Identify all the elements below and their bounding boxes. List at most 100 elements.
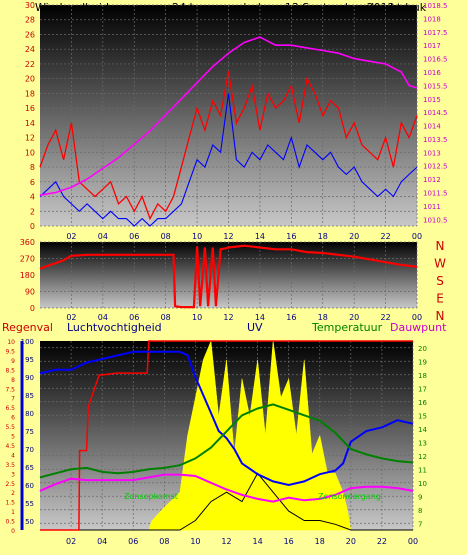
y-left-tick-label: 0	[30, 222, 35, 231]
rain-tick-label: 3	[11, 471, 15, 478]
humidity-tick-label: 55	[25, 500, 34, 508]
y-right-tick-label: 1014.5	[423, 109, 448, 117]
y-right-tick-label: 17	[418, 385, 427, 393]
y-right-tick-label: 1018.5	[423, 2, 448, 10]
y-right-tick-label: 10	[418, 480, 427, 488]
x-tick-label: 22	[380, 232, 390, 241]
y-left-tick-label: 24	[25, 45, 35, 54]
humidity-tick-label: 85	[25, 392, 34, 400]
y-right-tick-label: 1012	[423, 176, 441, 184]
x-tick-label: 08	[161, 232, 171, 241]
x-tick-label: 14	[252, 537, 262, 546]
y-right-tick-label: 1017	[423, 42, 441, 50]
y-left-tick-label: 8	[30, 163, 35, 172]
compass-letter: E	[436, 292, 444, 306]
y-tick-label: 270	[20, 255, 35, 264]
y-right-tick-label: 1016.5	[423, 56, 448, 64]
y-right-tick-label: 1015.5	[423, 82, 448, 90]
humidity-tick-label: 100	[21, 338, 34, 346]
x-tick-label: 18	[318, 313, 328, 322]
y-left-tick-label: 16	[25, 104, 35, 113]
uv-label: UV	[247, 321, 263, 334]
y-left-tick-label: 6	[30, 178, 35, 187]
y-left-tick-label: 10	[25, 148, 35, 157]
x-tick-label: 16	[284, 537, 294, 546]
y-left-tick-label: 2	[30, 207, 35, 216]
x-tick-label: 14	[255, 232, 265, 241]
x-tick-label: 08	[159, 537, 169, 546]
y-right-tick-label: 1018	[423, 15, 441, 23]
rain-tick-label: 9	[11, 358, 15, 365]
y-left-tick-label: 26	[25, 30, 35, 39]
rain-tick-label: 8	[11, 377, 15, 384]
humidity-tick-label: 80	[25, 410, 34, 418]
x-tick-label: 04	[97, 537, 107, 546]
y-right-tick-label: 11	[418, 466, 427, 474]
x-tick-label: 02	[66, 537, 76, 546]
rain-humidity-ticks: 02 04 06 08 10 12 14 16 18 20 22 007891011121314151…	[5, 338, 427, 546]
y-right-tick-label: 12	[418, 453, 427, 461]
humidity-tick-label: 60	[25, 482, 34, 490]
rain-tick-label: 0	[11, 528, 15, 535]
rain-tick-label: 7.5	[5, 386, 15, 393]
rain-tick-label: 0.5	[5, 519, 15, 526]
sunset-label: Zonsondergang	[318, 492, 381, 501]
wind-pressure-series	[39, 36, 418, 227]
x-tick-label: 04	[98, 232, 108, 241]
rain-tick-label: 2.5	[5, 481, 15, 488]
y-left-tick-label: 28	[25, 16, 35, 25]
x-tick-label: 00	[408, 537, 418, 546]
dewpoint-label: Dauwpunt	[390, 321, 447, 334]
compass-letter: W	[434, 257, 446, 271]
y-right-tick-label: 1017.5	[423, 29, 448, 37]
solar-line	[40, 472, 413, 531]
rain-tick-label: 5.5	[5, 424, 15, 431]
rain-humidity-series	[39, 340, 414, 531]
x-tick-label: 22	[380, 313, 390, 322]
x-tick-label: 20	[349, 232, 359, 241]
y-right-tick-label: 1010.5	[423, 216, 448, 224]
humidity-tick-label: 70	[25, 446, 34, 454]
x-tick-label: 10	[192, 232, 202, 241]
y-left-tick-label: 30	[25, 1, 35, 10]
humidity-tick-label: 90	[25, 374, 34, 382]
dewpoint-line	[39, 473, 414, 503]
x-tick-label: 10	[192, 313, 202, 322]
x-tick-label: 12	[221, 537, 231, 546]
x-tick-label: 04	[98, 313, 108, 322]
compass-letter: N	[436, 239, 445, 253]
humidity-tick-label: 75	[25, 428, 34, 436]
uv-area	[40, 340, 413, 531]
x-tick-label: 16	[286, 232, 296, 241]
rain-tick-label: 1	[11, 509, 15, 516]
rain-tick-label: 2	[11, 490, 15, 497]
y-right-tick-label: 8	[418, 507, 422, 515]
x-tick-label: 20	[346, 537, 356, 546]
rain-tick-label: 1.5	[5, 500, 15, 507]
y-left-tick-label: 14	[25, 119, 35, 128]
x-tick-label: 00	[412, 313, 422, 322]
rain-tick-label: 6.5	[5, 405, 15, 412]
rain-tick-label: 3.5	[5, 462, 15, 469]
y-left-tick-label: 4	[30, 193, 35, 202]
wind-average-line	[39, 93, 418, 227]
x-tick-label: 12	[223, 313, 233, 322]
wind-direction-grid	[40, 241, 418, 309]
compass-letter: S	[436, 274, 444, 288]
y-left-tick-label: 22	[25, 60, 35, 69]
rain-tick-label: 4.5	[5, 443, 15, 450]
x-tick-label: 18	[315, 537, 325, 546]
y-right-tick-label: 18	[418, 372, 427, 380]
wind-pressure-ticks: 02 04 06 08 10 12 14 16 18 20 22 000246810121416182…	[25, 1, 448, 241]
y-tick-label: 0	[30, 304, 35, 313]
rain-line	[40, 340, 413, 531]
y-right-tick-label: 14	[418, 426, 427, 434]
y-left-tick-label: 20	[25, 75, 35, 84]
x-tick-label: 20	[349, 313, 359, 322]
rain-tick-label: 6	[11, 415, 15, 422]
x-tick-label: 12	[223, 232, 233, 241]
rain-tick-label: 8.5	[5, 367, 15, 374]
